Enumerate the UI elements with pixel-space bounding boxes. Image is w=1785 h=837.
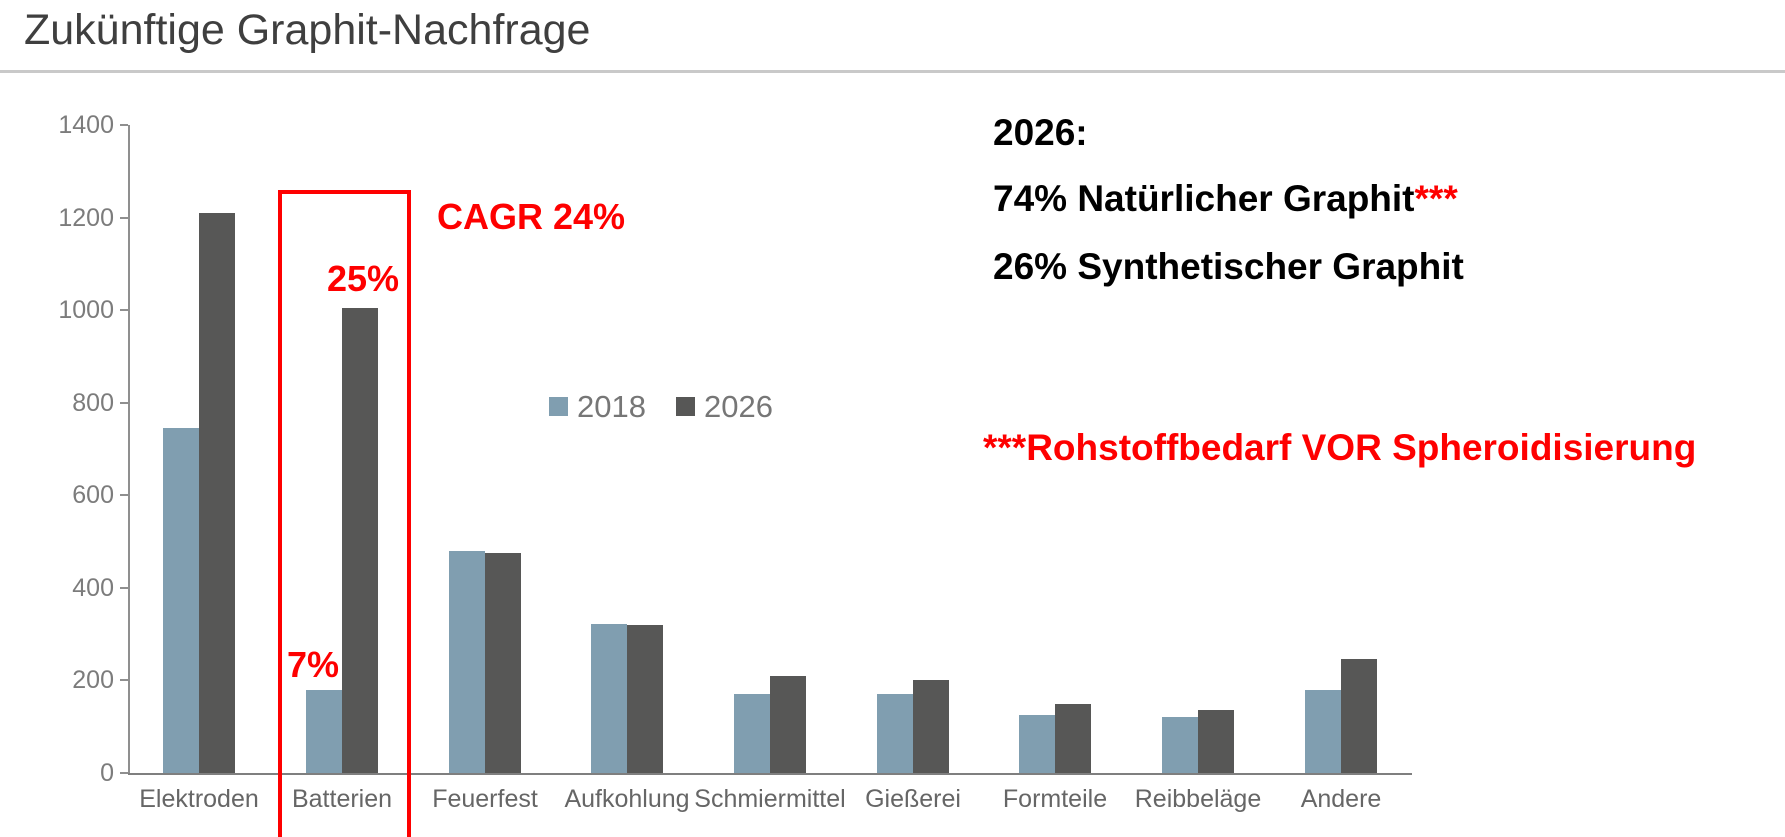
legend-label-2026: 2026 <box>703 389 773 424</box>
y-axis-tick <box>120 216 128 219</box>
y-axis-tick <box>120 401 128 404</box>
x-axis-label-batterien: Batterien <box>291 785 393 813</box>
bar-2018-reibbeläge <box>1162 717 1198 773</box>
natural-graphite-text: 74% Natürlicher Graphit <box>993 178 1415 219</box>
x-axis-label-formteile: Formteile <box>1002 785 1108 813</box>
y-axis-tick-label: 1200 <box>58 203 114 232</box>
x-axis-label-reibbeläge: Reibbeläge <box>1134 785 1262 813</box>
y-axis-tick-label: 200 <box>72 666 114 695</box>
legend-swatch-2018 <box>549 397 568 416</box>
legend-item-2026: 2026 <box>675 389 773 424</box>
x-axis-label-gießerei: Gießerei <box>865 785 961 813</box>
natural-graphite-asterisks: *** <box>1414 178 1458 219</box>
page-title: Zukünftige Graphit-Nachfrage <box>24 6 591 54</box>
bar-2026-schmiermittel <box>770 676 806 773</box>
y-axis-tick-label: 1000 <box>58 296 114 325</box>
right-panel-natural-line: 74% Natürlicher Graphit*** <box>993 178 1458 220</box>
title-divider <box>0 70 1785 73</box>
bar-2026-batterien <box>342 308 378 773</box>
legend-item-2018: 2018 <box>549 390 646 424</box>
y-axis-tick <box>120 772 128 774</box>
y-axis-tick-label: 600 <box>72 481 114 510</box>
chart-legend: 2018 2026 <box>549 390 773 424</box>
bar-2018-schmiermittel <box>734 694 770 773</box>
y-axis-tick-label: 800 <box>72 388 114 417</box>
footnote: ***Rohstoffbedarf VOR Spheroidisierung <box>983 427 1697 468</box>
bar-2026-gießerei <box>913 680 949 773</box>
pct-2026-annotation: 25% <box>327 258 400 299</box>
y-axis-tick <box>120 494 128 497</box>
bar-2018-gießerei <box>877 694 913 773</box>
legend-swatch-2026 <box>675 397 695 416</box>
y-axis-tick-label: 0 <box>100 759 114 787</box>
y-axis-tick <box>120 679 128 682</box>
pct-2018-annotation: 7% <box>287 644 340 685</box>
bar-2026-reibbeläge <box>1198 710 1234 773</box>
x-axis-label-aufkohlung: Aufkohlung <box>564 785 690 813</box>
bar-2018-formteile <box>1019 715 1055 773</box>
bar-2026-elektroden <box>199 213 235 773</box>
legend-label-2018: 2018 <box>577 389 646 424</box>
highlight-box-batterien <box>278 190 411 837</box>
bar-2018-aufkohlung <box>591 624 627 773</box>
cagr-annotation: CAGR 24% <box>437 196 626 237</box>
x-axis-label-feuerfest: Feuerfest <box>432 785 538 813</box>
y-axis-tick <box>120 124 128 126</box>
y-axis-line <box>128 125 130 773</box>
bar-2026-aufkohlung <box>627 625 663 773</box>
y-axis-tick <box>120 586 128 589</box>
right-panel-synthetic-line: 26% Synthetischer Graphit <box>993 246 1464 287</box>
bar-2018-batterien <box>306 690 342 773</box>
y-axis-tick-label: 1400 <box>58 111 114 139</box>
y-axis-tick <box>120 309 128 312</box>
bar-2018-feuerfest <box>449 551 485 773</box>
bar-2018-elektroden <box>163 428 199 773</box>
bar-2018-andere <box>1305 690 1341 773</box>
x-axis-label-andere: Andere <box>1300 785 1382 813</box>
x-axis-label-schmiermittel: Schmiermittel <box>694 785 846 813</box>
bar-2026-andere <box>1341 659 1377 773</box>
x-axis-line <box>128 773 1412 775</box>
x-axis-label-elektroden: Elektroden <box>139 785 259 813</box>
bar-2026-formteile <box>1055 704 1091 773</box>
right-panel-heading: 2026: <box>993 112 1088 153</box>
y-axis-tick-label: 400 <box>72 573 114 602</box>
bar-2026-feuerfest <box>485 553 521 773</box>
